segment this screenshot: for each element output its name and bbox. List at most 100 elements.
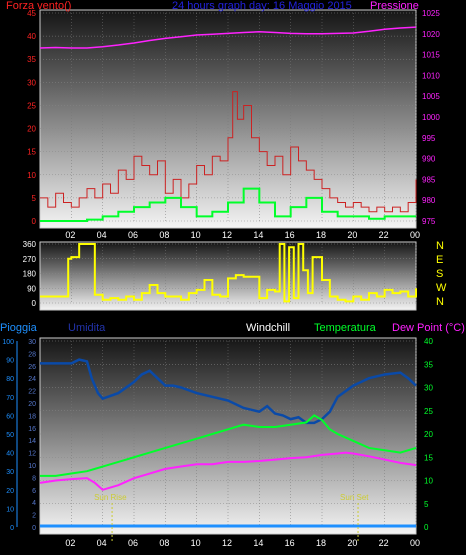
humidity-tick-label: 10: [28, 463, 36, 470]
dewpoint-line: [39, 451, 417, 491]
wind-axis-title: Forza vento(): [6, 0, 71, 12]
x-tick-label: 04: [97, 230, 107, 240]
sun-marker-label: Sun Rise: [94, 493, 127, 502]
humidity-tick-label: 8: [32, 475, 36, 482]
humidity-line: [40, 358, 417, 425]
wind-tick-label: 0: [32, 217, 37, 226]
rain-tick-label: 70: [6, 395, 14, 402]
dewpoint-title: Dew Point (°C): [392, 322, 465, 334]
rain-tick-label: 100: [2, 339, 14, 346]
grid-lines: [16, 12, 417, 528]
pressure-tick-label: 1015: [422, 51, 440, 60]
x-tick-label: 18: [316, 538, 326, 548]
temperature-tick-label: 10: [424, 477, 433, 486]
humidity-tick-label: 24: [28, 376, 36, 383]
pressure-tick-label: 1005: [422, 92, 440, 101]
pressure-tick-label: 1010: [422, 71, 440, 80]
x-tick-label: 22: [379, 230, 389, 240]
rain-axis-title: Pioggia: [0, 322, 38, 334]
rain-tick-label: 40: [6, 451, 14, 458]
direction-tick-label: 90: [27, 284, 36, 293]
series-lines: [39, 26, 417, 528]
wind-tick-label: 45: [27, 9, 36, 18]
x-tick-label: 06: [128, 230, 138, 240]
x-tick-label: 16: [285, 230, 295, 240]
rain-tick-label: 30: [6, 469, 14, 476]
x-tick-label: 06: [128, 538, 138, 548]
pressure-tick-label: 995: [422, 134, 436, 143]
pressure-tick-label: 985: [422, 175, 436, 184]
x-tick-label: 10: [191, 230, 201, 240]
x-tick-label: 10: [191, 538, 201, 548]
pressure-axis-title: Pressione: [370, 0, 419, 12]
temp-panel-bg: [39, 337, 417, 535]
rain-tick-label: 80: [6, 376, 14, 383]
wind-tick-label: 30: [27, 78, 36, 87]
humidity-tick-label: 6: [32, 488, 36, 495]
avg-wind-line: [40, 187, 416, 222]
temperature-tick-label: 0: [424, 523, 429, 532]
direction-tick-label: 360: [23, 240, 37, 249]
wind-tick-label: 40: [27, 32, 36, 41]
humidity-tick-label: 4: [32, 500, 36, 507]
humidity-tick-label: 20: [28, 401, 36, 408]
x-tick-label: 00: [410, 538, 420, 548]
compass-letter: W: [436, 282, 447, 294]
x-tick-label: 20: [347, 538, 357, 548]
pressure-tick-label: 1025: [422, 9, 440, 18]
x-tick-label: 18: [316, 230, 326, 240]
wind-tick-label: 25: [27, 101, 36, 110]
compass-letter: S: [436, 268, 443, 280]
humidity-tick-label: 28: [28, 351, 36, 358]
compass-letter: N: [436, 296, 444, 308]
temperature-tick-label: 25: [424, 407, 433, 416]
humidity-axis-title: Umidita: [68, 322, 106, 334]
rain-tick-label: 0: [10, 525, 14, 532]
rain-tick-label: 20: [6, 488, 14, 495]
humidity-tick-label: 26: [28, 364, 36, 371]
temperature-tick-label: 35: [424, 360, 433, 369]
pressure-tick-label: 990: [422, 155, 436, 164]
wind-tick-label: 10: [27, 171, 36, 180]
temperature-tick-label: 15: [424, 453, 433, 462]
wind-tick-label: 35: [27, 55, 36, 64]
x-tick-label: 00: [410, 230, 420, 240]
x-tick-label: 14: [253, 230, 263, 240]
temperature-line: [40, 414, 417, 477]
temperature-title: Temperatura: [314, 322, 377, 334]
humidity-tick-label: 0: [32, 525, 36, 532]
x-tick-label: 14: [253, 538, 263, 548]
rain-tick-label: 90: [6, 358, 14, 365]
x-tick-label: 08: [159, 230, 169, 240]
x-tick-label: 08: [159, 538, 169, 548]
rain-tick-label: 60: [6, 413, 14, 420]
chart-title: 24 hours graph day: 16 Maggio 2015: [172, 0, 352, 12]
pressure-tick-label: 975: [422, 217, 436, 226]
pressure-line: [39, 26, 417, 49]
wind-tick-label: 5: [32, 194, 37, 203]
rain-tick-label: 10: [6, 506, 14, 513]
x-tick-label: 16: [285, 538, 295, 548]
direction-tick-label: 180: [23, 270, 37, 279]
pressure-tick-label: 980: [422, 196, 436, 205]
temperature-tick-label: 5: [424, 500, 429, 509]
sun-marker-label: Sun Set: [340, 493, 369, 502]
direction-line: [40, 243, 417, 303]
pressure-tick-label: 1020: [422, 30, 440, 39]
x-tick-label: 02: [65, 538, 75, 548]
wind-tick-label: 20: [27, 125, 36, 134]
humidity-tick-label: 16: [28, 426, 36, 433]
wind-line: [40, 91, 417, 213]
humidity-tick-label: 22: [28, 389, 36, 396]
compass-letter: N: [436, 240, 444, 252]
temperature-tick-label: 20: [424, 430, 433, 439]
humidity-tick-label: 12: [28, 451, 36, 458]
x-tick-label: 12: [222, 538, 232, 548]
pressure-tick-label: 1000: [422, 113, 440, 122]
direction-tick-label: 0: [32, 299, 37, 308]
humidity-tick-label: 2: [32, 513, 36, 520]
x-tick-label: 04: [97, 538, 107, 548]
direction-tick-label: 270: [23, 255, 37, 264]
